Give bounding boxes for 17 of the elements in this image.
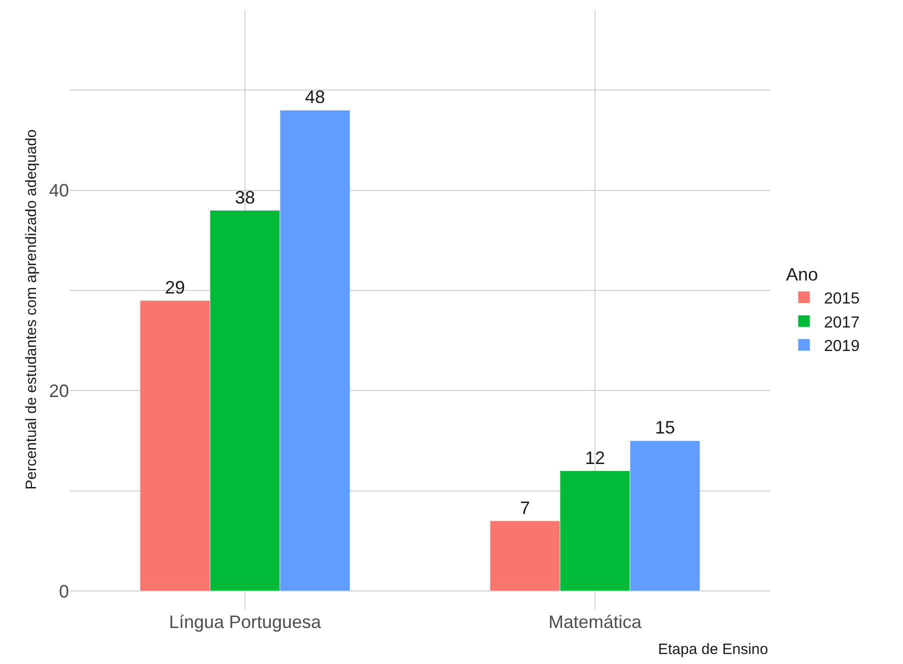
x-tick-label: Matemática [548, 612, 642, 632]
data-label: 12 [584, 448, 606, 468]
legend-title: Ano [786, 264, 818, 284]
y-axis-title: Percentual de estudantes com aprendizado adequado [23, 129, 40, 490]
legend-label: 2015 [824, 290, 860, 308]
y-tick-label: 20 [48, 380, 69, 401]
y-tick-label: 0 [58, 581, 69, 602]
legend-label: 2017 [824, 314, 860, 332]
legend-label: 2019 [824, 338, 860, 356]
x-tick-label: Língua Portuguesa [168, 612, 322, 632]
data-label: 15 [654, 418, 676, 438]
data-label: 7 [520, 498, 530, 518]
x-axis-title: Etapa de Ensino [658, 641, 768, 658]
y-tick-label: 40 [48, 180, 69, 201]
data-label: 29 [164, 277, 186, 298]
data-label: 38 [234, 187, 256, 208]
data-label: 48 [304, 87, 326, 108]
